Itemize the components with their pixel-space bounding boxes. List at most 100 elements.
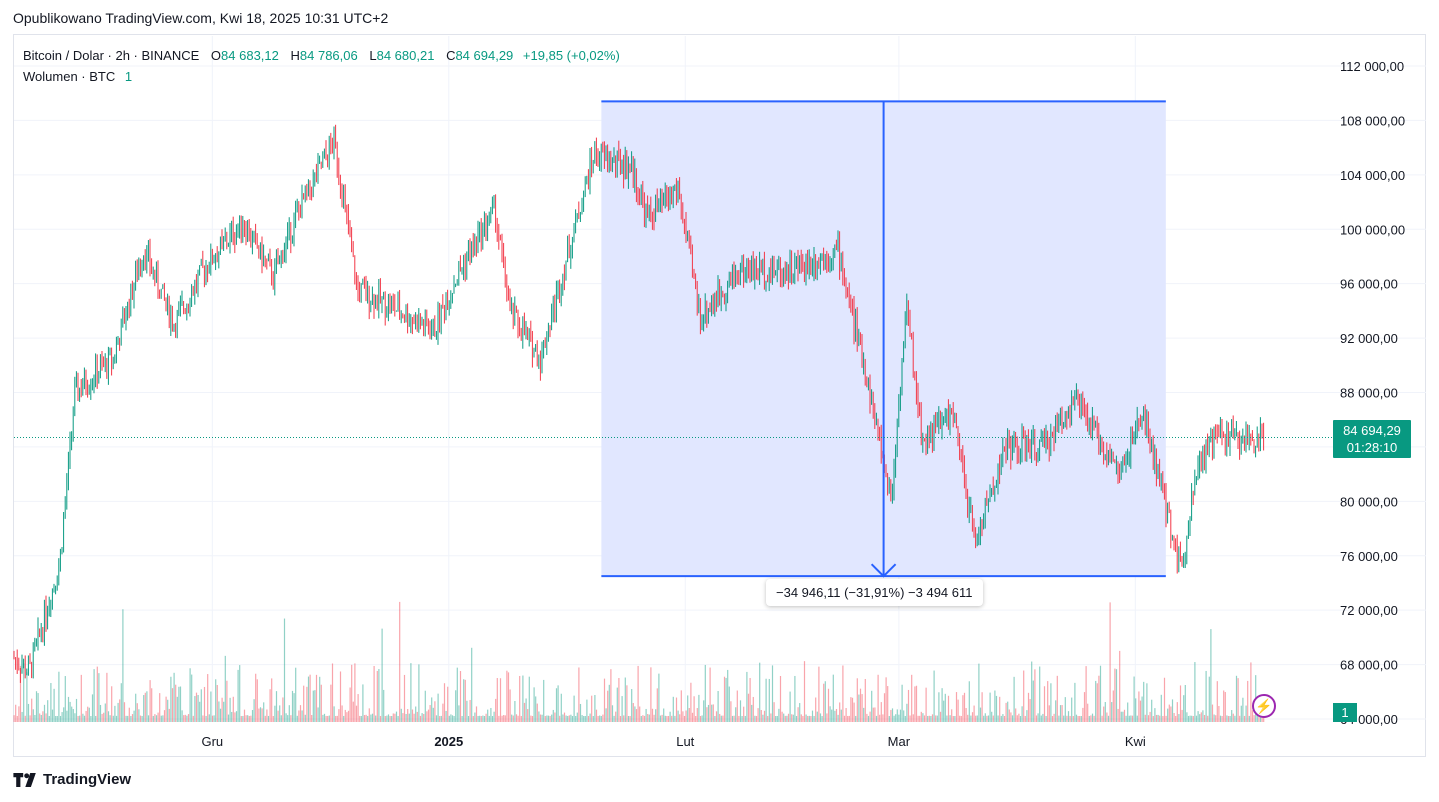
volume-bar (855, 715, 857, 722)
volume-bar (378, 669, 380, 722)
volume-bar (693, 696, 695, 722)
volume-bar (957, 699, 959, 722)
volume-bar (624, 677, 626, 722)
published-header: Opublikowano TradingView.com, Kwi 18, 20… (13, 10, 389, 26)
volume-bar (933, 670, 935, 722)
volume-bar (399, 601, 401, 722)
volume-bar (819, 713, 822, 722)
volume-bar (741, 715, 743, 722)
volume-bar (443, 683, 446, 722)
y-tick-label: 72 000,00 (1340, 603, 1398, 618)
volume-bar (1072, 715, 1074, 722)
volume-bar (1088, 715, 1090, 722)
volume-bar (1183, 695, 1185, 722)
volume-bar (811, 710, 814, 722)
volume-bar (384, 716, 386, 722)
volume-bar (123, 702, 126, 722)
volume-bar (978, 663, 980, 722)
volume-bar (152, 715, 154, 722)
volume-bar (154, 714, 156, 722)
volume-bar (783, 713, 785, 722)
volume-bar (1122, 711, 1124, 722)
volume-bar (226, 680, 228, 722)
volume-bar (659, 715, 662, 722)
volume-bar (1082, 707, 1084, 722)
volume-bar (712, 704, 714, 722)
flash-icon[interactable]: ⚡ (1252, 694, 1276, 718)
volume-bar (34, 714, 36, 722)
volume-bar (671, 715, 673, 722)
volume-bar (472, 715, 474, 722)
volume-bar (674, 715, 676, 722)
symbol-title[interactable]: Bitcoin / Dolar · 2h · BINANCE (23, 48, 200, 63)
volume-bar (733, 715, 735, 722)
volume-bar (832, 674, 834, 722)
volume-bar (627, 715, 630, 722)
volume-bar (323, 713, 326, 722)
volume-bar (445, 710, 447, 722)
volume-bar (675, 697, 678, 722)
volume-bar (1173, 713, 1175, 722)
volume-bar (1211, 704, 1214, 722)
volume-bar (1171, 699, 1174, 722)
volume-bar (523, 702, 526, 722)
volume-bar (1179, 685, 1182, 722)
volume-bar (109, 715, 111, 722)
volume-bar (423, 713, 425, 722)
volume-bar (1229, 715, 1231, 722)
volume-bar (66, 710, 68, 722)
volume-bar (955, 692, 958, 722)
volume-title[interactable]: Wolumen · BTC (23, 69, 116, 84)
volume-bar (151, 688, 153, 722)
y-tick-label: 76 000,00 (1340, 549, 1398, 564)
volume-bar (528, 676, 530, 722)
volume-bar (619, 715, 622, 722)
volume-bar (879, 714, 881, 722)
volume-bar (263, 702, 265, 722)
volume-bar (458, 705, 460, 722)
volume-bar (61, 712, 63, 722)
volume-bar (266, 709, 268, 722)
volume-bar (579, 703, 582, 722)
volume-bar (715, 711, 718, 722)
volume-bar (802, 715, 804, 722)
volume-bar (915, 685, 918, 722)
volume-bar (1015, 708, 1017, 722)
volume-bar (184, 714, 186, 722)
volume-bar (63, 707, 65, 722)
volume-bar (1050, 683, 1052, 722)
volume-bar (367, 716, 369, 722)
volume-bar (555, 688, 558, 722)
volume-bar (83, 715, 86, 722)
volume-bar (338, 709, 340, 722)
volume-bar (912, 714, 914, 722)
tradingview-logo[interactable]: TradingView (13, 771, 131, 788)
volume-bar (274, 705, 276, 722)
volume-bar (283, 618, 286, 722)
volume-bar (967, 714, 969, 722)
low-label: L (369, 48, 377, 63)
volume-bar (258, 708, 260, 722)
volume-bar (723, 676, 726, 722)
volume-bar (1064, 697, 1066, 722)
volume-bar (120, 683, 122, 722)
volume-bar (55, 715, 57, 722)
volume-bar (159, 693, 161, 722)
volume-bar (923, 715, 926, 722)
volume-bar (979, 707, 982, 722)
volume-bar (771, 665, 774, 722)
volume-bar (714, 715, 716, 722)
volume-bar (475, 706, 478, 722)
volume-bar (1251, 710, 1254, 722)
volume-bar (43, 704, 46, 722)
volume-bar (874, 707, 876, 722)
volume-bar (1018, 713, 1020, 722)
volume-bar (1235, 675, 1238, 722)
volume-bar (160, 715, 162, 722)
volume-bar (411, 709, 414, 722)
volume-bar (461, 715, 463, 722)
volume-bar (1146, 683, 1148, 722)
volume-bar (709, 667, 711, 722)
volume-bar (483, 715, 486, 722)
